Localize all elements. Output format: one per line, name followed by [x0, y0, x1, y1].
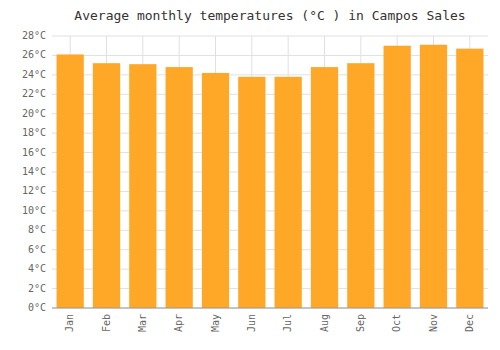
x-tick-label: Jul	[282, 314, 293, 332]
y-tick-label: 0°C	[28, 302, 46, 313]
bar	[57, 54, 84, 308]
chart-container: Average monthly temperatures (°C ) in Ca…	[0, 0, 500, 350]
x-tick-label: Jan	[64, 314, 75, 332]
x-tick-label: Nov	[428, 314, 439, 332]
y-tick-label: 4°C	[28, 263, 46, 274]
bar	[347, 63, 374, 308]
x-tick-label: Apr	[173, 314, 184, 332]
bar	[456, 49, 483, 308]
bar	[166, 67, 193, 308]
grid	[52, 36, 488, 308]
bar	[311, 67, 338, 308]
bar	[129, 64, 156, 308]
y-tick-label: 18°C	[22, 127, 46, 138]
x-tick-label: May	[210, 314, 221, 332]
y-grid-line	[52, 308, 488, 309]
x-tick-label: Feb	[101, 314, 112, 332]
x-tick-label: Sep	[355, 314, 366, 332]
bar	[275, 77, 302, 308]
y-tick-label: 14°C	[22, 166, 46, 177]
x-tick-label: Aug	[319, 314, 330, 332]
y-tick-label: 16°C	[22, 147, 46, 158]
x-tick-label: Jun	[246, 314, 257, 332]
bar	[384, 46, 411, 308]
title: Average monthly temperatures (°C ) in Ca…	[74, 8, 465, 23]
y-tick-label: 10°C	[22, 205, 46, 216]
y-tick-label: 6°C	[28, 244, 46, 255]
y-grid-line	[52, 36, 488, 37]
y-tick-label: 2°C	[28, 283, 46, 294]
y-tick-label: 28°C	[22, 30, 46, 41]
y-tick-label: 26°C	[22, 49, 46, 60]
x-axis-line	[52, 308, 488, 309]
x-tick-label: Dec	[464, 314, 475, 332]
y-tick-label: 12°C	[22, 185, 46, 196]
x-tick-label: Mar	[137, 314, 148, 332]
bar	[202, 73, 229, 308]
bar	[238, 77, 265, 308]
y-tick-label: 20°C	[22, 108, 46, 119]
y-tick-label: 8°C	[28, 224, 46, 235]
chart-svg: Average monthly temperatures (°C ) in Ca…	[0, 0, 500, 350]
bars	[57, 45, 484, 308]
y-tick-label: 22°C	[22, 88, 46, 99]
bar	[420, 45, 447, 308]
bar	[93, 63, 120, 308]
y-tick-label: 24°C	[22, 69, 46, 80]
x-tick-label: Oct	[391, 314, 402, 332]
